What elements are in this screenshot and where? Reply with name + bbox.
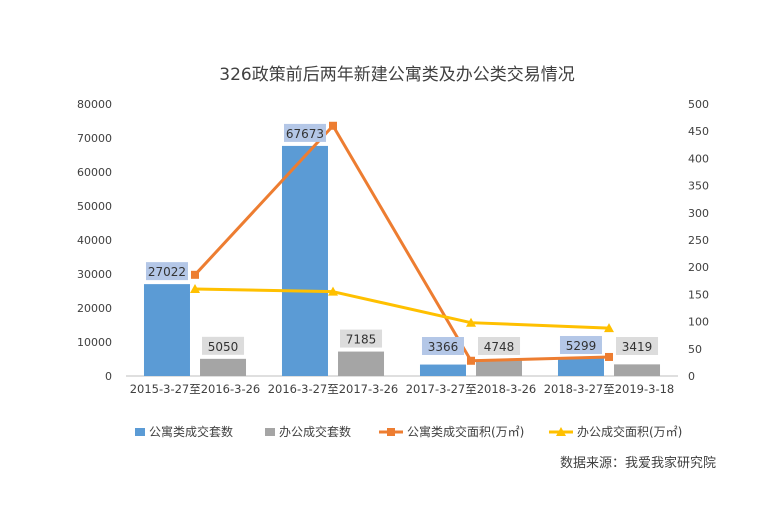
legend-swatch bbox=[135, 428, 145, 436]
data-label-background bbox=[145, 262, 188, 281]
axes: 0 10000 20000 30000 40000 50000 60000 70000 8000… bbox=[77, 98, 709, 396]
bar-office-units bbox=[614, 364, 661, 376]
legend-marker bbox=[387, 428, 395, 436]
x-category-label: 2017-3-27至2018-3-26 bbox=[406, 382, 537, 396]
data-label: 3366 bbox=[428, 340, 459, 354]
bar-office-units bbox=[476, 359, 523, 376]
data-label-background bbox=[283, 123, 326, 142]
y-left-tick-label: 50000 bbox=[77, 200, 112, 213]
y-right-tick-label: 400 bbox=[688, 152, 709, 165]
source-note: 数据来源：我爱我家研究院 bbox=[560, 455, 716, 471]
data-label-background bbox=[478, 337, 521, 355]
bars bbox=[143, 145, 661, 376]
data-label-background bbox=[340, 329, 383, 348]
marker-triangle bbox=[328, 286, 338, 296]
y-left-tick-label: 0 bbox=[105, 370, 112, 383]
legend-swatch bbox=[265, 428, 275, 436]
y-left-tick-label: 70000 bbox=[77, 132, 112, 145]
legend-label: 办公成交套数 bbox=[279, 424, 351, 439]
line-office-area bbox=[194, 287, 610, 330]
y-right-tick-label: 200 bbox=[688, 261, 709, 274]
x-category-label: 2018-3-27至2019-3-18 bbox=[544, 382, 675, 396]
data-label: 67673 bbox=[286, 127, 324, 141]
data-label-background bbox=[559, 335, 602, 354]
y-left-tick-label: 40000 bbox=[77, 234, 112, 247]
y-right-tick-label: 250 bbox=[688, 234, 709, 247]
marker-square bbox=[191, 270, 199, 279]
y-left-tick-label: 80000 bbox=[77, 98, 112, 111]
legend-label: 公寓类成交套数 bbox=[149, 424, 233, 439]
data-labels: 27022 67673 3366 5299 5050 7185 4748 3419 bbox=[145, 123, 659, 355]
x-category-label: 2016-3-27至2017-3-26 bbox=[268, 382, 399, 396]
bar-office-units bbox=[200, 358, 247, 376]
bar-office-units bbox=[338, 351, 385, 376]
data-label-background bbox=[421, 337, 464, 355]
y-left-tick-label: 30000 bbox=[77, 268, 112, 281]
data-label-background bbox=[616, 337, 659, 355]
x-category-label: 2015-3-27至2016-3-26 bbox=[130, 382, 261, 396]
y-right-tick-label: 150 bbox=[688, 288, 709, 301]
legend: 公寓类成交套数 办公成交套数 公寓类成交面积(万㎡) 办公成交面积(万㎡) bbox=[135, 424, 682, 439]
data-label: 4748 bbox=[484, 340, 515, 354]
y-left-tick-label: 10000 bbox=[77, 336, 112, 349]
marker-square bbox=[467, 356, 475, 365]
marker-square bbox=[605, 352, 613, 361]
y-right-tick-label: 350 bbox=[688, 180, 709, 193]
y-right-tick-label: 500 bbox=[688, 98, 709, 111]
lines bbox=[190, 121, 614, 365]
marker-triangle bbox=[466, 317, 476, 327]
legend-label: 公寓类成交面积(万㎡) bbox=[407, 424, 524, 439]
data-label: 5050 bbox=[208, 340, 239, 354]
legend-marker bbox=[556, 427, 566, 436]
y-right-tick-label: 0 bbox=[688, 370, 695, 383]
data-label: 7185 bbox=[346, 333, 377, 347]
y-left-tick-label: 20000 bbox=[77, 302, 112, 315]
bar-apartment-units bbox=[557, 357, 604, 376]
bar-apartment-units bbox=[281, 145, 328, 376]
marker-triangle bbox=[604, 323, 614, 333]
y-right-tick-label: 50 bbox=[688, 343, 702, 356]
y-right-tick-label: 100 bbox=[688, 316, 709, 329]
data-label: 3419 bbox=[622, 340, 653, 354]
legend-label: 办公成交面积(万㎡) bbox=[577, 424, 682, 439]
marker-square bbox=[329, 121, 337, 130]
y-right-tick-label: 300 bbox=[688, 207, 709, 220]
data-label: 27022 bbox=[148, 265, 186, 279]
y-right-tick-label: 450 bbox=[688, 125, 709, 138]
bar-apartment-units bbox=[419, 364, 466, 376]
line-apartment-area bbox=[193, 124, 610, 363]
marker-triangle bbox=[190, 283, 200, 293]
y-left-tick-label: 60000 bbox=[77, 166, 112, 179]
chart-title: 326政策前后两年新建公寓类及办公类交易情况 bbox=[219, 65, 574, 85]
data-label: 5299 bbox=[566, 339, 597, 353]
data-label-background bbox=[202, 336, 245, 355]
bar-apartment-units bbox=[143, 284, 190, 376]
